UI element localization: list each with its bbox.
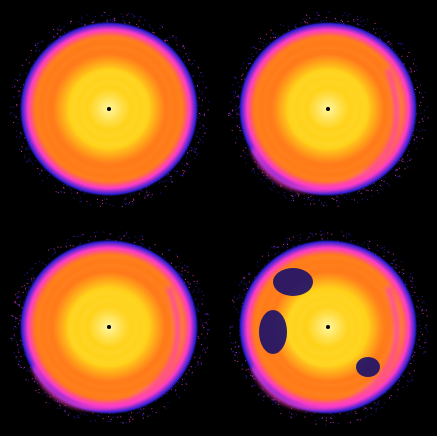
disk-panel-top-left-svg: [9, 11, 210, 208]
central-star: [326, 325, 330, 329]
central-star: [107, 107, 111, 111]
spiral-arms: [250, 37, 402, 193]
spiral-arms: [31, 255, 184, 411]
disk-panel-bottom-right: [219, 218, 437, 436]
disk-panel-bottom-left-svg: [10, 231, 210, 425]
disk-panel-top-right: [219, 0, 437, 218]
disk-panel-bottom-left: [0, 218, 218, 436]
disk-panel-top-right-svg: [228, 11, 429, 207]
central-star: [107, 325, 111, 329]
central-star: [326, 107, 330, 111]
spiral-arms: [36, 37, 182, 182]
disk-panel-top-left: [0, 0, 218, 218]
disk-panel-bottom-right-svg: [228, 231, 429, 426]
